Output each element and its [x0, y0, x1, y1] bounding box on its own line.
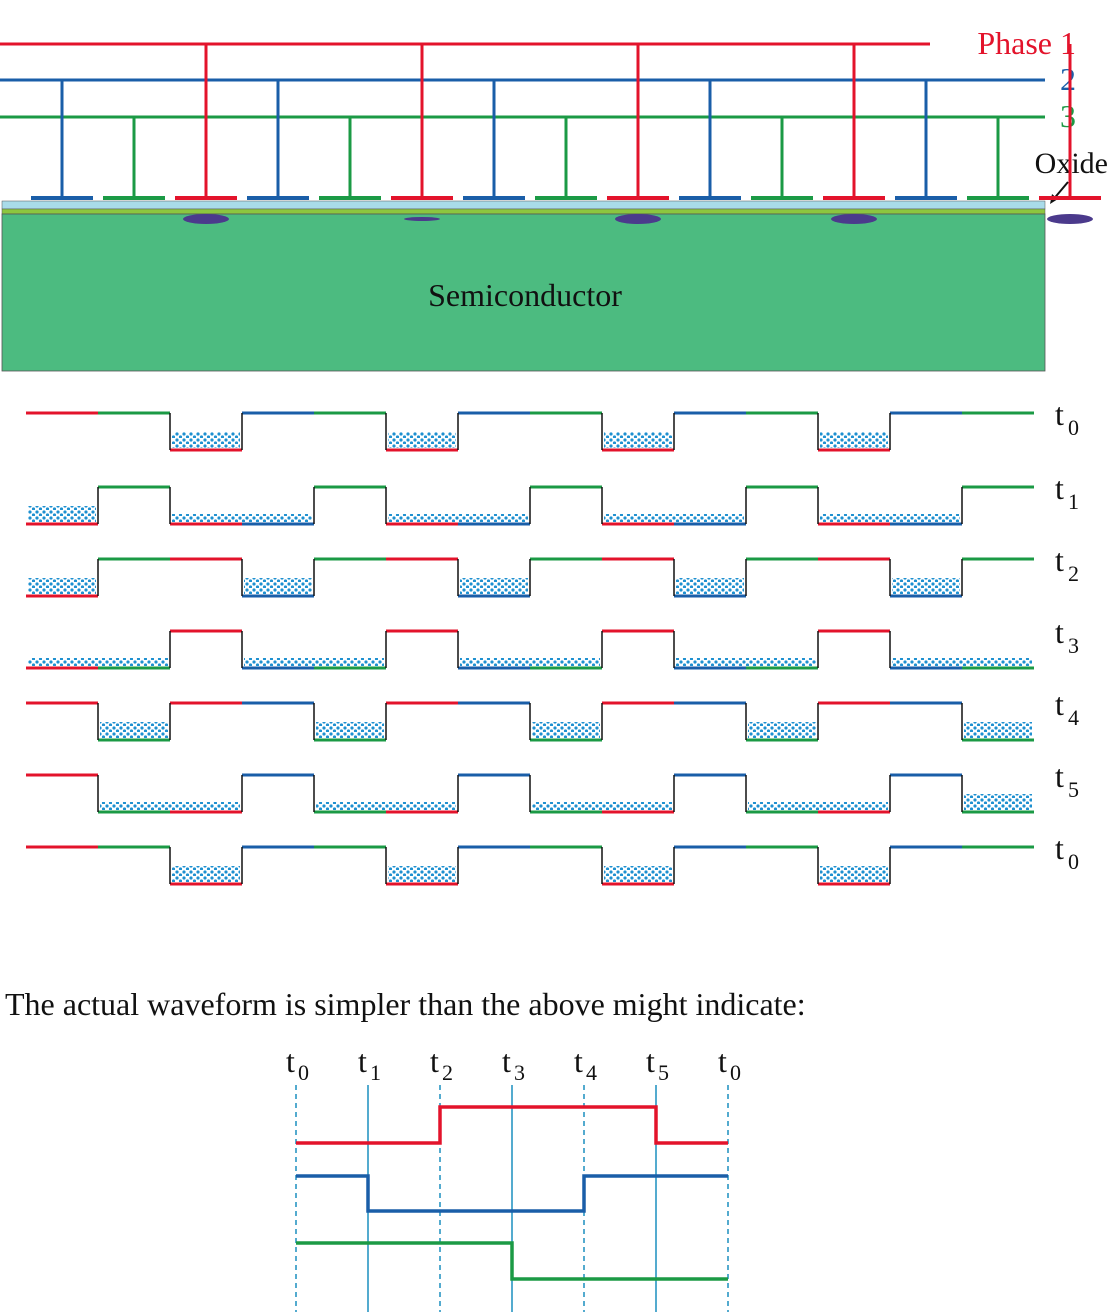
charge	[100, 802, 240, 810]
time-subscript: 0	[1068, 849, 1079, 874]
charge-packet	[183, 214, 229, 224]
charge	[748, 802, 888, 810]
charge-packet	[404, 217, 440, 221]
time-subscript: 1	[1068, 489, 1079, 514]
charge-packet	[615, 214, 661, 224]
charge	[100, 722, 168, 738]
charge	[964, 794, 1032, 810]
charge	[172, 514, 312, 522]
time-label: t	[1055, 542, 1064, 578]
waveform-time-subscript: 1	[370, 1060, 381, 1085]
waveform-time-label: t	[574, 1043, 583, 1079]
waveform-time-subscript: 2	[442, 1060, 453, 1085]
waveform-time-subscript: 4	[586, 1060, 597, 1085]
caption: The actual waveform is simpler than the …	[5, 986, 806, 1022]
interface-layer	[1, 208, 1046, 215]
waveform-time-label: t	[358, 1043, 367, 1079]
charge	[172, 866, 240, 882]
charge	[388, 514, 528, 522]
charge	[28, 506, 96, 522]
time-label: t	[1055, 614, 1064, 650]
charge	[676, 658, 816, 666]
charge	[676, 578, 744, 594]
charge	[28, 658, 168, 666]
charge	[244, 658, 384, 666]
charge	[388, 432, 456, 448]
charge	[460, 658, 600, 666]
waveform-time-label: t	[286, 1043, 295, 1079]
phase-waveform	[296, 1105, 728, 1145]
waveform-time-label: t	[430, 1043, 439, 1079]
charge	[820, 432, 888, 448]
time-subscript: 0	[1068, 415, 1079, 440]
waveform-time-label: t	[718, 1043, 727, 1079]
charge	[604, 514, 744, 522]
charge	[388, 866, 456, 882]
oxide-layer	[1, 200, 1046, 210]
charge	[532, 722, 600, 738]
time-label: t	[1055, 686, 1064, 722]
phase-waveform	[296, 1241, 728, 1281]
time-subscript: 4	[1068, 705, 1079, 730]
waveform-time-subscript: 5	[658, 1060, 669, 1085]
phase-label: 2	[1060, 61, 1076, 97]
phase-waveform	[296, 1174, 728, 1213]
waveform-time-label: t	[502, 1043, 511, 1079]
charge	[964, 722, 1032, 738]
semiconductor	[1, 213, 1046, 372]
time-label: t	[1055, 758, 1064, 794]
charge-packet	[831, 214, 877, 224]
charge	[316, 802, 456, 810]
charge	[892, 658, 1032, 666]
time-label: t	[1055, 830, 1064, 866]
time-subscript: 2	[1068, 561, 1079, 586]
semiconductor-label: Semiconductor	[428, 277, 622, 313]
charge	[820, 866, 888, 882]
charge-packet	[1047, 214, 1093, 224]
waveform-time-subscript: 0	[298, 1060, 309, 1085]
charge	[892, 578, 960, 594]
time-label: t	[1055, 470, 1064, 506]
waveform-time-subscript: 0	[730, 1060, 741, 1085]
charge	[748, 722, 816, 738]
phase-label: Phase 1	[977, 25, 1076, 61]
charge	[244, 578, 312, 594]
charge	[820, 514, 960, 522]
time-label: t	[1055, 396, 1064, 432]
charge	[316, 722, 384, 738]
waveform-time-subscript: 3	[514, 1060, 525, 1085]
phase-label: 3	[1060, 98, 1076, 134]
charge	[28, 578, 96, 594]
time-subscript: 5	[1068, 777, 1079, 802]
time-subscript: 3	[1068, 633, 1079, 658]
waveform-time-label: t	[646, 1043, 655, 1079]
charge	[532, 802, 672, 810]
charge	[460, 578, 528, 594]
charge	[604, 866, 672, 882]
charge	[172, 432, 240, 448]
charge	[604, 432, 672, 448]
